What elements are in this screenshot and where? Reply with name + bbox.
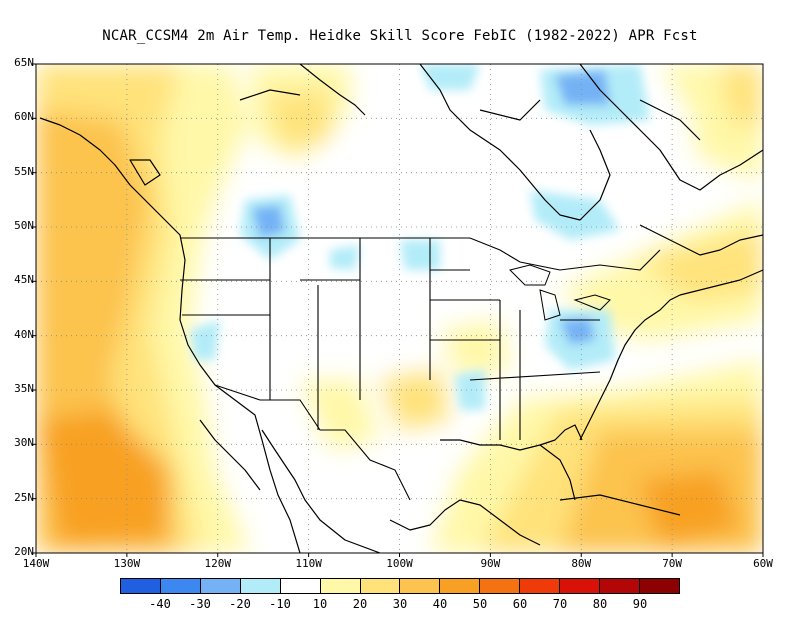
colorbar-swatch xyxy=(240,579,281,593)
latitude-label: 50N xyxy=(14,219,34,232)
longitude-label: 60W xyxy=(753,557,773,570)
latitude-label: 25N xyxy=(14,490,34,504)
colorbar-swatch xyxy=(121,579,161,593)
colorbar-label: 70 xyxy=(552,597,568,611)
map-title: NCAR_CCSM4 2m Air Temp. Heidke Skill Sco… xyxy=(102,28,698,44)
colorbar-label: 40 xyxy=(432,597,448,611)
longitude-label: 90W xyxy=(480,557,501,570)
colorbar-label: 90 xyxy=(632,597,648,611)
longitude-label: 130W xyxy=(113,557,141,570)
colorbar-label: 30 xyxy=(392,597,408,611)
longitude-label: 120W xyxy=(204,557,232,570)
colorbar-swatch xyxy=(360,579,401,593)
colorbar-label: 10 xyxy=(312,597,328,611)
axis-ticks xyxy=(32,63,764,557)
longitude-label: 110W xyxy=(295,557,322,570)
colorbar-label: 80 xyxy=(592,597,608,611)
colorbar-swatch xyxy=(440,579,481,593)
colorbar-swatch xyxy=(639,579,679,593)
colorbar-swatch xyxy=(320,579,361,593)
colorbar-label: -20 xyxy=(229,597,251,611)
colorbar-label: 20 xyxy=(352,597,368,611)
colorbar-swatch xyxy=(400,579,441,593)
latitude-label: 60N xyxy=(14,110,34,124)
latitude-label: 20N xyxy=(14,545,34,558)
colorbar-swatch xyxy=(560,579,601,593)
latitude-label: 35N xyxy=(14,382,34,395)
borders xyxy=(180,237,661,501)
colorbar-swatch xyxy=(600,579,640,593)
latitude-label: 40N xyxy=(14,327,34,341)
colorbar-label: -40 xyxy=(149,597,171,611)
longitude-label: 80W xyxy=(571,557,592,570)
colorbar-swatch xyxy=(160,579,201,593)
colorbar-swatch xyxy=(280,579,321,593)
colorbar-label: 60 xyxy=(512,597,528,611)
colorbar-swatch xyxy=(200,579,241,593)
colorbar-swatch xyxy=(480,579,521,593)
latitude-label: 55N xyxy=(14,164,34,178)
colorbar-label: -30 xyxy=(189,597,211,611)
colorbar-label: 50 xyxy=(472,597,488,611)
longitude-label: 140W xyxy=(22,557,50,570)
skill-field xyxy=(36,64,763,553)
latitude-label: 45N xyxy=(14,273,34,287)
graticule xyxy=(36,64,763,553)
colorbar-label: -10 xyxy=(269,597,291,611)
coastlines xyxy=(39,64,763,553)
longitude-label: 70W xyxy=(662,557,683,570)
colorbar-swatch xyxy=(520,579,561,593)
colorbar xyxy=(120,578,680,594)
longitude-label: 100W xyxy=(386,557,413,570)
latitude-label: 30N xyxy=(14,436,34,450)
latitude-label: 65N xyxy=(14,56,34,69)
lakes xyxy=(509,264,611,321)
